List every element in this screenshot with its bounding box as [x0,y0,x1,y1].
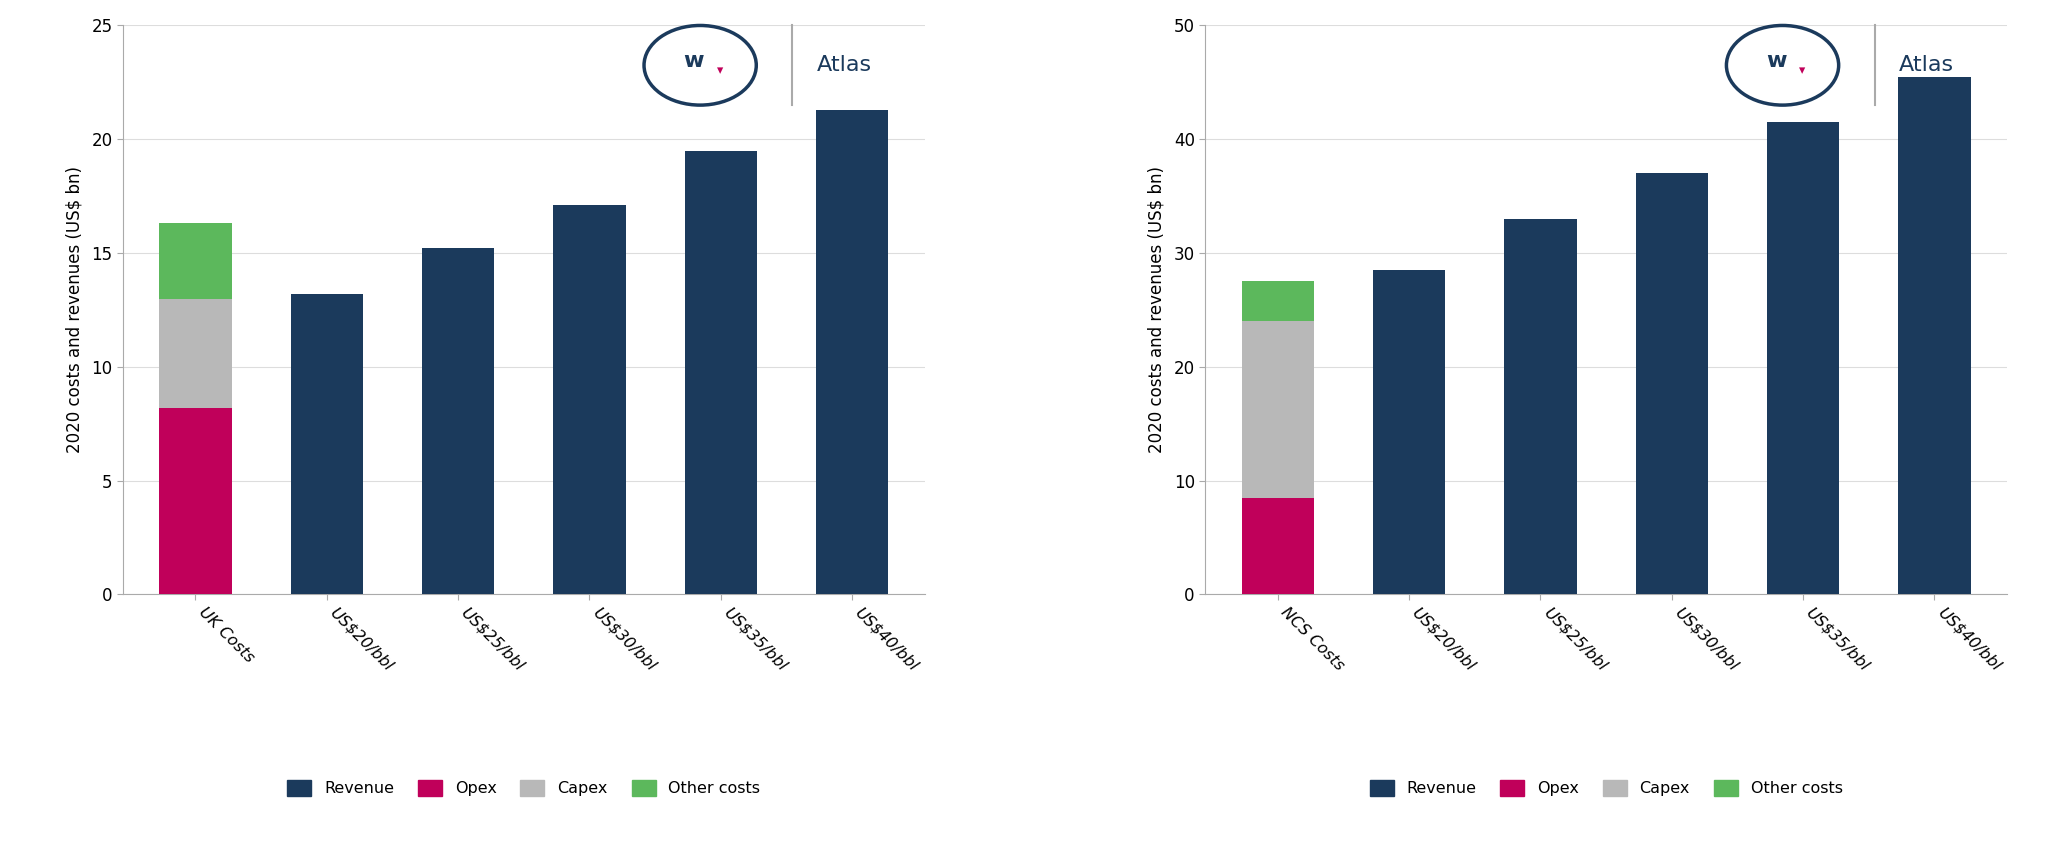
Bar [1505,219,1577,594]
Text: w: w [1765,51,1786,70]
Bar [160,408,231,594]
Bar [1241,282,1315,321]
Legend: Revenue, Opex, Capex, Other costs: Revenue, Opex, Capex, Other costs [1364,773,1849,802]
Legend: Revenue, Opex, Capex, Other costs: Revenue, Opex, Capex, Other costs [281,773,766,802]
Bar [291,294,362,594]
Bar [684,150,758,594]
Bar [1372,270,1446,594]
Bar [160,299,231,408]
Bar [1241,498,1315,594]
Y-axis label: 2020 costs and revenues (US$ bn): 2020 costs and revenues (US$ bn) [66,166,84,453]
Text: ▾: ▾ [1800,65,1806,77]
Bar [553,205,625,594]
Bar [160,223,231,299]
Bar [422,249,494,594]
Y-axis label: 2020 costs and revenues (US$ bn): 2020 costs and revenues (US$ bn) [1147,166,1165,453]
Text: w: w [684,51,705,70]
Text: Atlas: Atlas [817,55,872,76]
Bar [1636,173,1708,594]
Text: Atlas: Atlas [1898,55,1954,76]
Text: ▾: ▾ [717,65,723,77]
Bar [1241,321,1315,498]
Bar [815,110,889,594]
Bar [1898,76,1970,594]
Bar [1767,122,1839,594]
